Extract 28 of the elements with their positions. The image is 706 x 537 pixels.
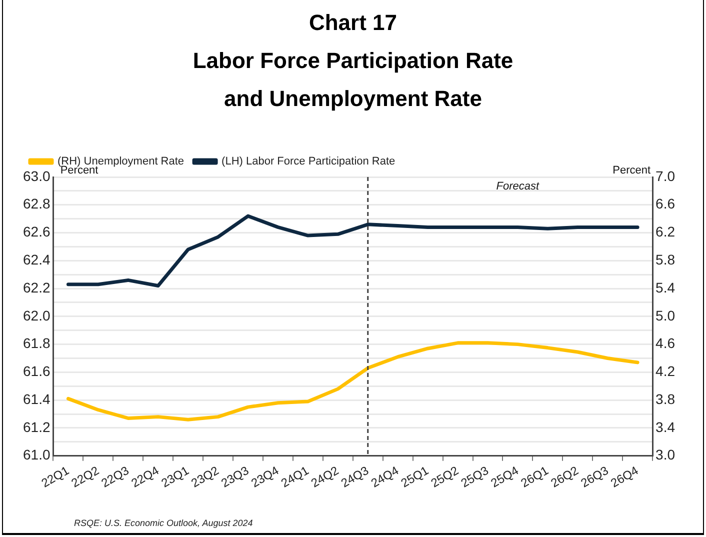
y2-tick-label: 7.0 <box>656 168 676 184</box>
annotation: Forecast <box>496 180 540 193</box>
y-tick-label: 62.4 <box>23 252 50 268</box>
legend-label: (LH) Labor Force Participation Rate <box>222 156 396 168</box>
text: RSQE: U.S. Economic Outlook, August 2024 <box>74 518 253 528</box>
y-tick-label: 62.2 <box>23 279 50 296</box>
y2-tick-label: 6.6 <box>656 196 676 212</box>
y2-tick-label: 4.6 <box>656 335 676 352</box>
y-tick-label: 62.6 <box>23 224 50 240</box>
y-tick-label: 61.2 <box>23 418 50 435</box>
y-tick-label: 62.8 <box>23 196 50 212</box>
y2-tick-label: 3.4 <box>656 418 676 435</box>
y2-tick-label: 5.0 <box>656 307 676 324</box>
y2-tick-label: 5.4 <box>656 279 676 296</box>
y-tick-label: 61.0 <box>23 446 50 463</box>
y-tick-label: 61.6 <box>23 363 50 380</box>
y2-tick-label: 5.8 <box>656 252 676 268</box>
y-tick-label: 62.0 <box>23 307 50 324</box>
y2-axis-title: Percent <box>612 164 651 177</box>
y-tick-label: 61.8 <box>23 335 50 352</box>
y2-tick-label: 6.2 <box>656 224 676 240</box>
y2-tick-label: 4.2 <box>656 363 676 380</box>
y-tick-label: 63.0 <box>23 168 50 184</box>
y2-tick-label: 3.0 <box>656 446 676 463</box>
y-tick-label: 61.4 <box>23 390 50 407</box>
chart-subtitle: Labor Force Participation Rate and Unemployment Rate <box>192 47 514 113</box>
chart-title: Chart 17 <box>308 9 398 37</box>
y2-tick-label: 3.8 <box>656 390 676 407</box>
